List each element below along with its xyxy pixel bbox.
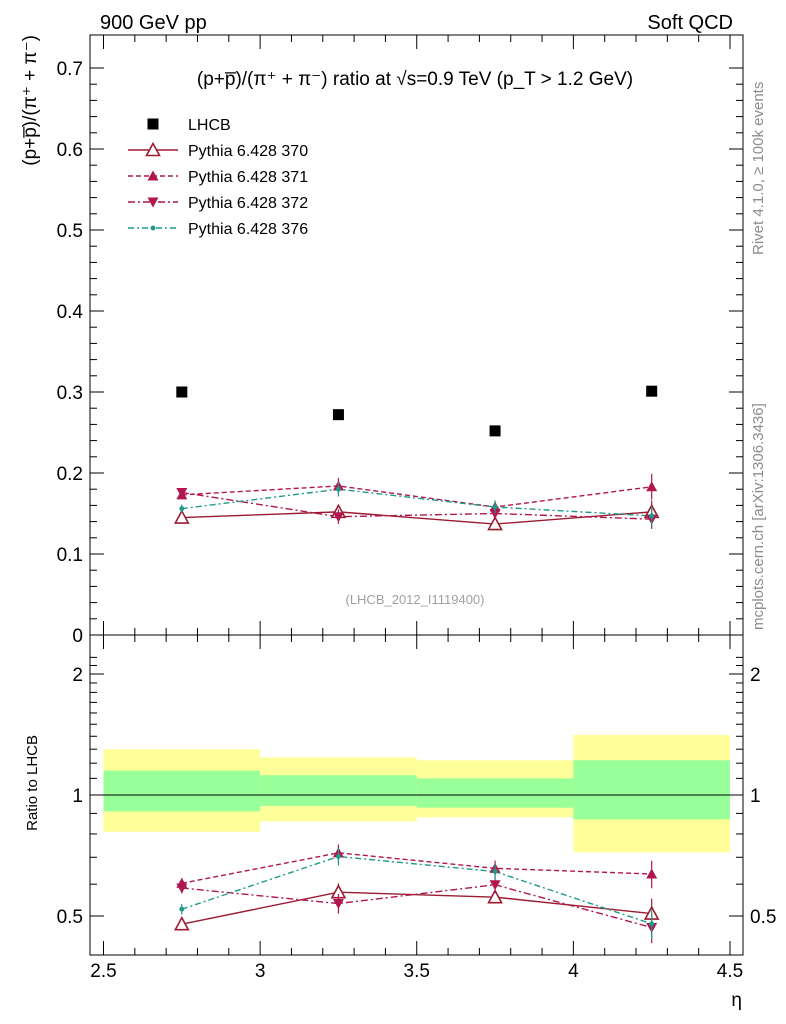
ratio-frame [89,634,744,956]
legend-marker [147,170,159,181]
x-tick-labels: 2.5 3 3.5 4 4.5 [90,961,743,982]
watermark: (LHCB_2012_I1119400) [345,592,484,607]
legend-marker [147,118,159,130]
ratio-series-lines [181,852,652,929]
ratio-tick-label: 1 [72,786,83,807]
legend-marker [150,225,156,231]
ratio-point [335,854,341,860]
series-line [181,488,652,517]
main-series-points [173,385,660,531]
legend-label: Pythia 6.428 370 [188,143,308,160]
ratio-point [489,880,501,891]
data-point [487,515,503,531]
ratio-series-points [173,844,660,944]
series-line [181,485,652,508]
main-panel: 0 0.1 0.2 0.3 0.4 0.5 0.6 0.7 (p+p̅)/(π⁺ + π⁻) … [20,34,744,647]
series-line [181,511,652,525]
legend-label: LHCB [188,117,231,134]
legend-label: Pythia 6.428 372 [188,195,308,212]
ratio-axis-ticks: 0.5 0.5 1 1 2 2 [57,635,776,955]
series-line [181,491,652,520]
legend-label: Pythia 6.428 371 [188,169,308,186]
mcplots-label: mcplots.cern.ch [arXiv:1306.3436] [750,403,767,630]
ratio-series-line [181,884,652,929]
ratio-point [173,916,190,931]
ratio-point [332,899,344,910]
header-right: Soft QCD [647,12,733,34]
data-point [492,504,498,510]
ratio-ylabel: Ratio to LHCB [24,735,41,831]
data-point [173,509,190,524]
ratio-point [179,906,185,912]
x-axis-label: η [731,990,742,1011]
y-tick-label: 0.5 [57,221,83,242]
ratio-panel: 0.5 0.5 1 1 2 2 Ratio to LHCB [24,634,776,956]
ratio-tick-label: 0.5 [57,907,83,928]
data-point [335,486,341,492]
data-point [489,509,501,519]
data-point [489,425,501,437]
legend: LHCB Pythia 6.428 370 Pythia 6.428 371 Pyth… [128,117,308,238]
data-point [332,512,344,523]
ratio-bands [103,735,730,853]
rivet-label: Rivet 4.1.0, ≥ 100k events [750,82,767,255]
x-tick-label: 3.5 [404,961,430,982]
ratio-stat-band [260,775,417,806]
data-point [176,487,188,498]
x-tick-label: 3 [255,961,266,982]
ratio-tick-label: 0.5 [750,907,776,928]
ratio-series-line [181,855,652,925]
y-tick-label: 0.6 [57,140,83,161]
legend-label: Pythia 6.428 376 [188,221,308,238]
ratio-stat-band [416,778,574,808]
x-tick-label: 4.5 [717,961,743,982]
x-tick-label: 4 [568,961,579,982]
legend-marker [145,141,161,157]
main-ylabel: (p+p̅)/(π⁺ + π⁻) [20,35,41,166]
data-point [332,409,344,421]
y-tick-label: 0.3 [57,383,83,404]
ratio-series-line [181,852,652,884]
data-point [179,506,185,512]
ratio-tick-label: 2 [750,665,761,686]
ratio-point [176,883,188,894]
legend-marker [147,197,159,208]
ratio-stat-band [573,760,730,820]
x-tick-label: 2.5 [90,961,116,982]
main-axis-ticks: 0 0.1 0.2 0.3 0.4 0.5 0.6 0.7 [57,35,743,647]
data-point [649,513,655,519]
ratio-point [649,921,655,927]
ratio-tick-label: 2 [72,665,83,686]
ratio-stat-band [103,770,261,812]
y-tick-label: 0.1 [57,545,83,566]
ratio-point [646,868,658,879]
y-tick-label: 0 [72,626,83,647]
ratio-point [492,869,498,875]
ratio-series-line [181,891,652,925]
y-tick-label: 0.7 [57,59,83,80]
y-tick-label: 0.2 [57,464,83,485]
main-title: (p+p̅)/(π⁺ + π⁻) ratio at √s=0.9 TeV (p_… [197,69,633,90]
data-point [646,385,658,397]
ratio-point [487,888,503,904]
header-left: 900 GeV pp [100,12,207,34]
data-point [176,386,188,398]
main-series-lines [181,485,652,525]
y-tick-label: 0.4 [57,302,84,323]
data-point [646,481,658,492]
ratio-tick-label: 1 [750,786,761,807]
